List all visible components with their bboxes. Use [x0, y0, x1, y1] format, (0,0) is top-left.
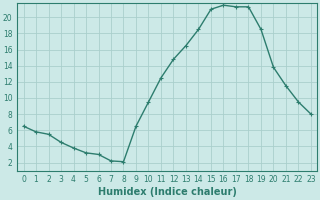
X-axis label: Humidex (Indice chaleur): Humidex (Indice chaleur): [98, 187, 237, 197]
